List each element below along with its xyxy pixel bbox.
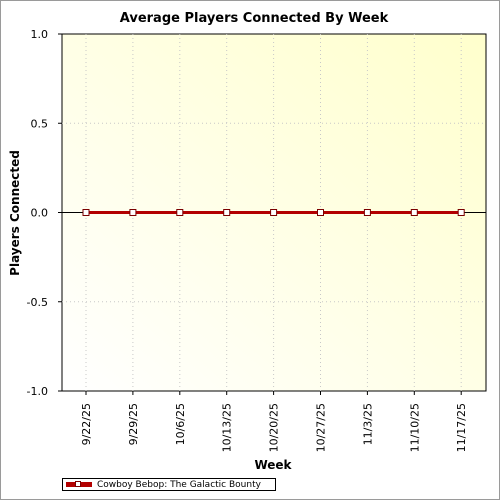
x-tick-label: 9/22/25 <box>80 403 93 445</box>
chart-title: Average Players Connected By Week <box>120 11 389 26</box>
data-point <box>363 209 371 216</box>
y-axis: 1.0 0.5 0.0 -0.5 -1.0 <box>27 28 62 398</box>
data-point <box>457 209 465 216</box>
x-axis-label: Week <box>254 458 292 472</box>
y-tick-label: 0.0 <box>31 207 49 220</box>
y-tick-label: 1.0 <box>31 28 49 41</box>
x-tick-label: 9/29/25 <box>127 403 140 445</box>
data-point <box>410 209 418 216</box>
data-point <box>176 209 184 216</box>
x-tick-label: 11/3/25 <box>361 403 374 445</box>
legend-marker <box>75 481 81 487</box>
y-axis-label: Players Connected <box>8 150 22 276</box>
data-point <box>270 209 278 216</box>
data-point <box>317 209 324 216</box>
y-tick-label: -1.0 <box>27 385 48 398</box>
x-axis: 9/22/25 9/29/25 10/6/25 10/13/25 10/20/25 10/… <box>80 391 468 452</box>
x-tick-label: 10/20/25 <box>268 403 281 452</box>
legend: Cowboy Bebop: The Galactic Bounty <box>62 478 276 491</box>
x-tick-label: 10/27/25 <box>315 403 328 452</box>
data-point <box>129 209 137 216</box>
x-tick-label: 10/6/25 <box>174 403 187 445</box>
y-tick-label: 0.5 <box>31 117 49 130</box>
data-point <box>82 209 90 216</box>
series-layer <box>82 209 465 216</box>
data-point <box>223 209 231 216</box>
x-tick-label: 11/10/25 <box>408 403 421 452</box>
legend-label: Cowboy Bebop: The Galactic Bounty <box>97 480 261 490</box>
x-tick-label: 11/17/25 <box>455 403 468 452</box>
x-tick-label: 10/13/25 <box>221 403 234 452</box>
y-tick-label: -0.5 <box>27 296 48 309</box>
